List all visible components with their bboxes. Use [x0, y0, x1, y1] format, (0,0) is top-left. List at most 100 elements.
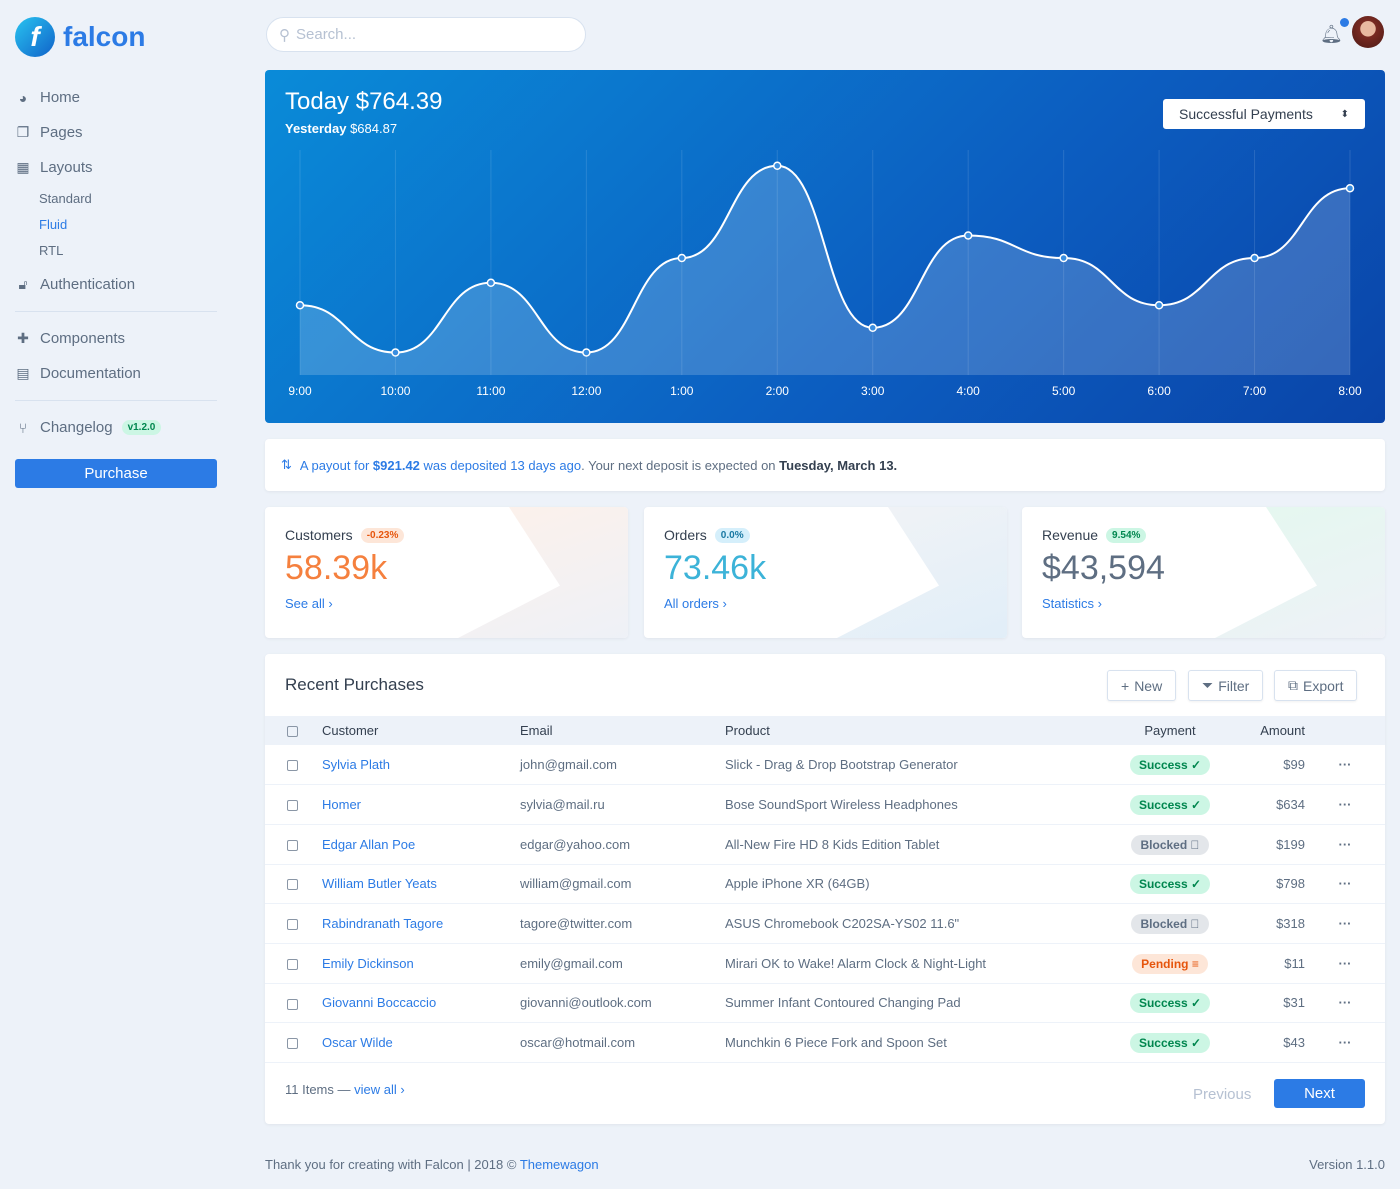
checkbox[interactable] — [287, 919, 298, 931]
sidebar-item-changelog[interactable]: ⑂ Changelog v1.2.0 — [15, 410, 217, 445]
customer-link[interactable]: Rabindranath Tagore — [322, 903, 520, 944]
statistics-link[interactable]: Statistics › — [1042, 596, 1102, 611]
select-all[interactable] — [265, 716, 322, 745]
data-point[interactable] — [486, 278, 496, 287]
x-tick-label: 1:00 — [670, 384, 694, 398]
checkbox[interactable] — [287, 879, 298, 891]
col-product[interactable]: Product — [725, 716, 1125, 745]
data-point[interactable] — [773, 161, 782, 170]
sidebar-item-authentication[interactable]: 🔓︎ Authentication — [15, 267, 217, 302]
row-select[interactable] — [265, 1022, 322, 1063]
checkbox[interactable] — [287, 800, 298, 812]
logo[interactable]: f falcon — [15, 17, 145, 57]
more-actions-icon[interactable]: ··· — [1305, 784, 1385, 825]
row-select[interactable] — [265, 943, 322, 984]
more-actions-icon[interactable]: ··· — [1305, 943, 1385, 984]
notification-bell-icon[interactable]: 🔔︎ — [1320, 18, 1349, 45]
label: Pages — [40, 124, 83, 141]
sidebar-item-components[interactable]: ✚ Components — [15, 321, 217, 356]
sidebar-sub-standard[interactable]: Standard — [39, 190, 92, 206]
customer-link[interactable]: Sylvia Plath — [322, 745, 520, 786]
table-row[interactable]: Giovanni Boccaccio giovanni@outlook.com … — [265, 983, 1385, 1024]
sidebar-item-layouts[interactable]: ▦ Layouts — [15, 150, 217, 185]
row-select[interactable] — [265, 903, 322, 944]
data-point[interactable] — [582, 348, 591, 357]
alert-date: Tuesday, March 13. — [779, 457, 898, 473]
data-point[interactable] — [1059, 253, 1068, 263]
row-select[interactable] — [265, 864, 322, 905]
export-button[interactable]: ⧉ Export — [1274, 670, 1358, 701]
col-email[interactable]: Email — [520, 716, 725, 745]
footer-credit: Thank you for creating with Falcon | 201… — [265, 1157, 517, 1172]
sidebar-sub-fluid[interactable]: Fluid — [39, 216, 68, 232]
customer-link[interactable]: Giovanni Boccaccio — [322, 983, 520, 1024]
customer-link[interactable]: William Butler Yeats — [322, 864, 520, 905]
purchase-button[interactable]: Purchase — [15, 459, 217, 488]
data-point[interactable] — [295, 301, 305, 310]
view-all-link[interactable]: view all › — [354, 1082, 405, 1097]
checkbox[interactable] — [287, 839, 298, 851]
checkbox[interactable] — [287, 726, 298, 738]
sidebar-item-documentation[interactable]: ▤ Documentation — [15, 356, 217, 391]
avatar[interactable] — [1352, 16, 1384, 48]
customer-link[interactable]: Emily Dickinson — [322, 943, 520, 984]
table-row[interactable]: Oscar Wilde oscar@hotmail.com Munchkin 6… — [265, 1022, 1385, 1063]
data-point[interactable] — [963, 231, 973, 240]
search-input[interactable]: ⚲ Search... — [266, 17, 586, 52]
label: Layouts — [40, 159, 93, 176]
data-point[interactable] — [391, 348, 400, 357]
email: sylvia@mail.ru — [520, 784, 725, 825]
all-orders-link[interactable]: All orders › — [664, 596, 727, 611]
stat-label: Revenue — [1042, 527, 1099, 543]
data-point[interactable] — [1345, 184, 1355, 193]
more-actions-icon[interactable]: ··· — [1305, 864, 1385, 905]
customer-link[interactable]: Homer — [322, 784, 520, 825]
checkbox[interactable] — [287, 958, 298, 970]
col-payment[interactable]: Payment — [1125, 716, 1215, 745]
checkbox[interactable] — [287, 998, 298, 1010]
data-point[interactable] — [1154, 301, 1164, 310]
more-actions-icon[interactable]: ··· — [1305, 903, 1385, 944]
sidebar-item-home[interactable]: ◕ Home — [15, 80, 217, 115]
product: ASUS Chromebook C202SA-YS02 11.6" — [725, 903, 1125, 944]
table-row[interactable]: Sylvia Plath john@gmail.com Slick - Drag… — [265, 745, 1385, 786]
next-button[interactable]: Next — [1274, 1079, 1365, 1108]
stat-label-row: Revenue 9.54% — [1042, 527, 1365, 543]
row-select[interactable] — [265, 983, 322, 1024]
more-actions-icon[interactable]: ··· — [1305, 983, 1385, 1024]
customer-link[interactable]: Edgar Allan Poe — [322, 824, 520, 865]
sidebar-sub-rtl[interactable]: RTL — [39, 242, 64, 258]
filter-button[interactable]: ⏷ Filter — [1188, 670, 1264, 701]
data-point[interactable] — [1250, 253, 1259, 263]
table-row[interactable]: Edgar Allan Poe edgar@yahoo.com All-New … — [265, 824, 1385, 865]
row-select[interactable] — [265, 824, 322, 865]
customer-link[interactable]: Oscar Wilde — [322, 1022, 520, 1063]
more-actions-icon[interactable]: ··· — [1305, 824, 1385, 865]
col-amount[interactable]: Amount — [1215, 716, 1305, 745]
themewagon-link[interactable]: Themewagon — [519, 1157, 599, 1172]
table-row[interactable]: Rabindranath Tagore tagore@twitter.com A… — [265, 903, 1385, 944]
data-point[interactable] — [868, 323, 877, 332]
today-label: Today — [285, 88, 350, 115]
data-point[interactable] — [677, 253, 687, 263]
row-select[interactable] — [265, 745, 322, 786]
payment-status: Success ✓ — [1125, 1022, 1215, 1063]
email: emily@gmail.com — [520, 943, 725, 984]
table-row[interactable]: Homer sylvia@mail.ru Bose SoundSport Wir… — [265, 784, 1385, 825]
more-actions-icon[interactable]: ··· — [1305, 1022, 1385, 1063]
x-tick-label: 4:00 — [957, 384, 981, 398]
stat-value: 58.39k — [285, 549, 388, 587]
checkbox[interactable] — [287, 1038, 298, 1050]
more-actions-icon[interactable]: ··· — [1305, 745, 1385, 786]
checkbox[interactable] — [287, 760, 298, 772]
see-all-link[interactable]: See all › — [285, 596, 333, 611]
search-icon: ⚲ — [279, 26, 290, 44]
table-row[interactable]: Emily Dickinson emily@gmail.com Mirari O… — [265, 943, 1385, 984]
row-select[interactable] — [265, 784, 322, 825]
table-row[interactable]: William Butler Yeats william@gmail.com A… — [265, 864, 1385, 905]
col-customer[interactable]: Customer — [322, 716, 520, 745]
payment-type-select[interactable]: Successful Payments ⬍ — [1163, 99, 1365, 129]
previous-button[interactable]: Previous — [1193, 1086, 1252, 1103]
sidebar-item-pages[interactable]: ❐ Pages — [15, 115, 217, 150]
new-button[interactable]: + New — [1107, 670, 1177, 701]
